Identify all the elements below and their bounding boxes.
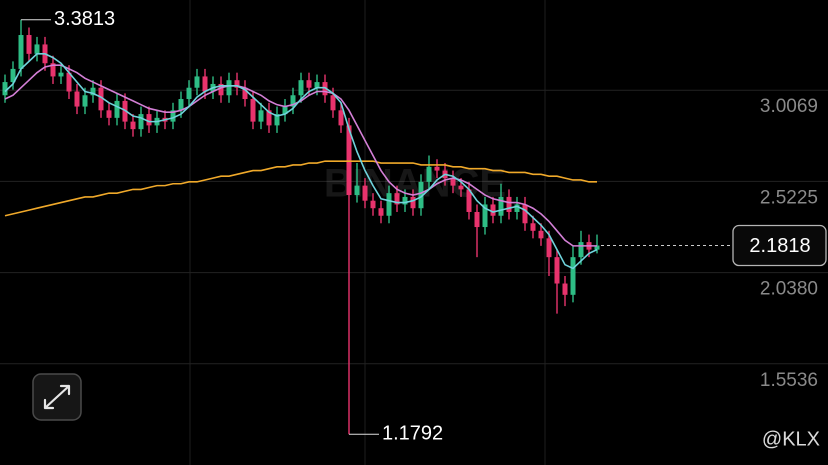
candle-body <box>66 72 72 92</box>
candle-body <box>74 91 80 107</box>
candle-body <box>10 68 16 83</box>
candle-body <box>138 114 144 130</box>
candle-body <box>434 166 440 171</box>
moving-average-line <box>4 53 598 270</box>
candle-body <box>298 80 304 96</box>
candle-body <box>490 204 496 216</box>
candle-body <box>506 196 512 212</box>
candle-body <box>450 178 456 186</box>
candle-body <box>498 196 504 216</box>
candle-body <box>386 193 392 216</box>
candle-body <box>170 110 176 122</box>
candle-body <box>546 238 552 258</box>
candle-body <box>474 211 480 228</box>
candle-body <box>554 257 560 284</box>
candle-body <box>2 82 8 96</box>
y-tick-label: 2.0380 <box>760 279 818 300</box>
y-tick-label: 2.5225 <box>760 187 818 208</box>
moving-average-line <box>4 64 597 247</box>
candle-body <box>346 125 352 196</box>
candle-body <box>290 95 296 107</box>
grid <box>0 89 828 365</box>
candle-body <box>98 87 104 111</box>
candle-body <box>218 83 224 96</box>
expand-icon <box>43 384 71 410</box>
candle-body <box>186 87 192 100</box>
labels: 3.0069 2.5225 2.0380 1.5536 3.3813 1.1792 2.18… <box>21 8 827 445</box>
candle-body <box>378 208 384 216</box>
candle-body <box>410 196 416 209</box>
low-label: 1.1792 <box>382 423 443 445</box>
candle-body <box>562 283 568 295</box>
candle-body <box>178 99 184 111</box>
high-label: 3.3813 <box>54 8 115 30</box>
candle-body <box>90 87 96 96</box>
candle-body <box>530 223 536 231</box>
candle-body <box>594 245 600 250</box>
candle-body <box>258 110 264 122</box>
vertical-grid <box>189 0 546 465</box>
candle-body <box>34 44 40 54</box>
y-tick-label: 1.5536 <box>760 370 818 391</box>
candle-body <box>482 204 488 228</box>
candle-body <box>538 230 544 239</box>
candle-body <box>338 110 344 126</box>
candle-body <box>394 193 400 205</box>
candle-body <box>418 181 424 209</box>
candle-body <box>402 196 408 205</box>
candle-body <box>578 242 584 258</box>
candle-body <box>18 35 24 69</box>
candles <box>2 19 600 435</box>
handle-watermark: @KLX <box>762 428 820 450</box>
candle-body <box>58 72 64 77</box>
candle-body <box>282 106 288 115</box>
candle-body <box>306 80 312 88</box>
expand-button[interactable] <box>32 373 82 421</box>
candle-body <box>146 114 152 126</box>
moving-average-line <box>4 160 597 217</box>
candle-body <box>242 87 248 100</box>
candle-body <box>82 95 88 107</box>
candle-body <box>130 121 136 130</box>
candle-body <box>362 185 368 201</box>
candle-body <box>26 35 32 54</box>
moving-averages <box>4 53 598 270</box>
candle-body <box>194 76 200 88</box>
candle-body <box>314 82 320 88</box>
y-tick-label: 3.0069 <box>760 96 818 117</box>
candle-body <box>514 204 520 212</box>
candle-body <box>426 166 432 182</box>
candle-body <box>466 189 472 212</box>
last-price-box <box>732 224 827 267</box>
candle-body <box>354 185 360 196</box>
candle-body <box>226 80 232 96</box>
candle-body <box>274 114 280 126</box>
candle-body <box>202 76 208 92</box>
candle-body <box>458 185 464 190</box>
last-price-label: 2.1818 <box>749 235 810 257</box>
candle-body <box>114 100 120 118</box>
candle-body <box>522 204 528 224</box>
candle-body <box>330 95 336 111</box>
candle-body <box>570 257 576 295</box>
candle-body <box>106 110 112 118</box>
candle-body <box>234 80 240 88</box>
candle-body <box>266 110 272 126</box>
candle-body <box>50 63 56 77</box>
candle-body <box>250 99 256 122</box>
candle-body <box>370 200 376 209</box>
